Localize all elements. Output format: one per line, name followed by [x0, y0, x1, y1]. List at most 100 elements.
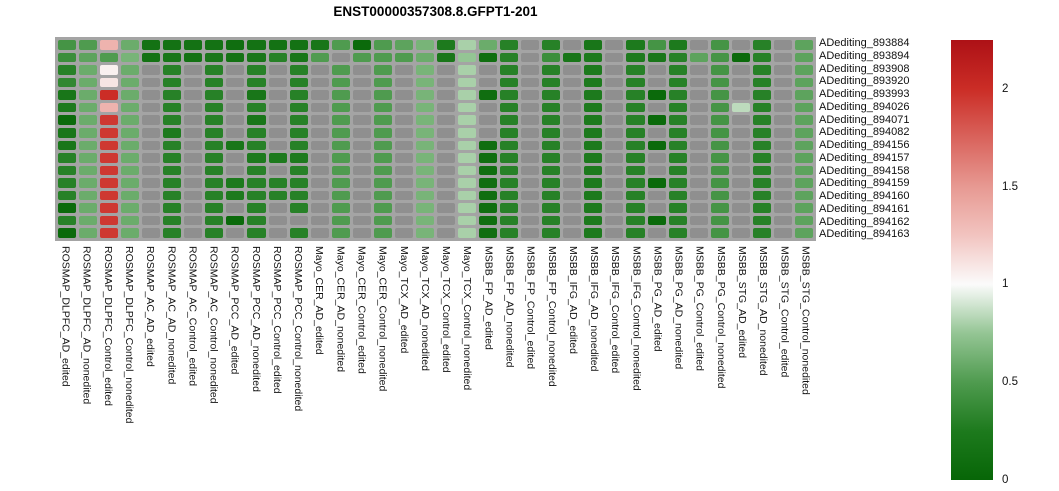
heatmap-cell: [247, 40, 266, 50]
heatmap-cell: [310, 65, 329, 75]
colorbar-tick-label: 2: [1002, 82, 1009, 95]
heatmap-cell: [710, 203, 729, 213]
heatmap-cell: [710, 178, 729, 188]
heatmap-cell: [79, 115, 98, 125]
heatmap-cell: [205, 140, 224, 151]
heatmap-cell: [689, 178, 708, 188]
heatmap-cell: [689, 102, 708, 113]
heatmap-cell: [184, 228, 203, 238]
heatmap-cell: [752, 77, 771, 88]
heatmap-cell: [184, 40, 203, 50]
heatmap-cell: [731, 190, 750, 201]
heatmap-cell: [121, 178, 140, 188]
heatmap-cell: [605, 190, 624, 201]
heatmap-cell: [289, 203, 308, 213]
heatmap-cell: [331, 153, 350, 163]
heatmap-cell: [226, 228, 245, 238]
heatmap-cell: [710, 115, 729, 125]
heatmap-cell: [184, 52, 203, 63]
heatmap-cell: [605, 102, 624, 113]
heatmap-cell: [731, 102, 750, 113]
heatmap-cell: [100, 90, 119, 100]
heatmap-cell: [289, 140, 308, 151]
heatmap-cell: [121, 228, 140, 238]
heatmap-cell: [500, 228, 519, 238]
heatmap-cell: [142, 77, 161, 88]
heatmap-cell: [100, 215, 119, 226]
row-label: ADediting_893884: [819, 37, 910, 49]
heatmap-cell: [331, 102, 350, 113]
heatmap-cell: [689, 153, 708, 163]
heatmap-cell: [394, 52, 413, 63]
heatmap-cell: [521, 77, 540, 88]
heatmap-cell: [542, 90, 561, 100]
heatmap-cell: [247, 102, 266, 113]
heatmap-cell: [479, 52, 498, 63]
column-label: Mayo_CER_Control_edited: [355, 246, 368, 374]
heatmap-cell: [436, 178, 456, 188]
heatmap-cell: [79, 65, 98, 75]
heatmap-cell: [542, 165, 561, 176]
row-label: ADediting_893894: [819, 49, 910, 62]
heatmap-cell: [415, 102, 434, 113]
heatmap-cell: [647, 102, 666, 113]
heatmap-cell: [458, 165, 477, 176]
heatmap-cell: [121, 153, 140, 163]
heatmap-cell: [668, 77, 687, 88]
heatmap-cell: [626, 153, 645, 163]
heatmap-cell: [542, 140, 561, 151]
heatmap-cell: [563, 102, 582, 113]
heatmap-cell: [310, 102, 329, 113]
heatmap-panel: [55, 37, 816, 241]
heatmap-cell: [647, 228, 666, 238]
heatmap-cell: [731, 90, 750, 100]
heatmap-cell: [373, 40, 392, 50]
heatmap-cell: [121, 215, 140, 226]
heatmap-cell: [373, 165, 392, 176]
heatmap-cell: [605, 65, 624, 75]
heatmap-cell: [352, 178, 371, 188]
heatmap-cell: [626, 228, 645, 238]
heatmap-cell: [689, 165, 708, 176]
heatmap-cell: [521, 190, 540, 201]
heatmap-cell: [458, 65, 477, 75]
heatmap-cell: [773, 153, 792, 163]
heatmap-cell: [226, 215, 245, 226]
heatmap-cell: [794, 77, 813, 88]
heatmap-cell: [394, 127, 413, 138]
heatmap-cell: [373, 178, 392, 188]
heatmap-cell: [184, 165, 203, 176]
heatmap-cell: [121, 102, 140, 113]
row-label: ADediting_893908: [819, 62, 910, 75]
heatmap-cell: [373, 228, 392, 238]
heatmap-cell: [79, 52, 98, 63]
heatmap-cell: [647, 140, 666, 151]
heatmap-cell: [58, 215, 77, 226]
heatmap-cell: [605, 140, 624, 151]
heatmap-cell: [352, 228, 371, 238]
heatmap-cell: [415, 65, 434, 75]
heatmap-cell: [310, 115, 329, 125]
heatmap-cell: [142, 102, 161, 113]
heatmap-cell: [373, 115, 392, 125]
heatmap-cell: [605, 90, 624, 100]
column-label: ROSMAP_AC_Control_edited: [186, 246, 199, 387]
heatmap-cell: [479, 90, 498, 100]
heatmap-cell: [647, 203, 666, 213]
heatmap-cell: [331, 190, 350, 201]
heatmap-cell: [184, 215, 203, 226]
heatmap-cell: [289, 215, 308, 226]
heatmap-cell: [647, 153, 666, 163]
heatmap-cell: [268, 127, 287, 138]
heatmap-cell: [436, 127, 456, 138]
heatmap-cell: [752, 102, 771, 113]
row-label: ADediting_894071: [819, 113, 910, 126]
heatmap-cell: [79, 178, 98, 188]
heatmap-cell: [563, 65, 582, 75]
chart-title: ENST00000357308.8.GFPT1-201: [333, 4, 538, 19]
heatmap-cell: [142, 90, 161, 100]
heatmap-cell: [605, 127, 624, 138]
heatmap-cell: [710, 165, 729, 176]
heatmap-cell: [458, 153, 477, 163]
heatmap-cell: [268, 203, 287, 213]
